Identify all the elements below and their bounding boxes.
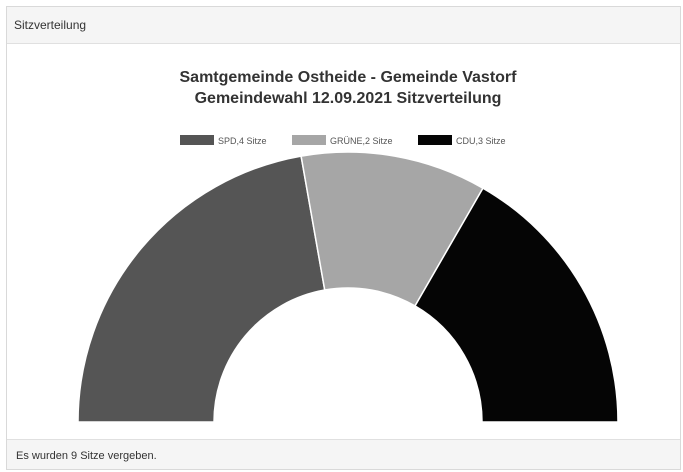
legend-swatch-1[interactable] [292, 135, 326, 145]
legend-label-0[interactable]: SPD,4 Sitze [218, 136, 267, 146]
chart-area: Samtgemeinde Ostheide - Gemeinde Vastorf… [7, 44, 680, 437]
seat-distribution-panel: Sitzverteilung Samtgemeinde Ostheide - G… [6, 6, 681, 470]
chart-title: Samtgemeinde Ostheide - Gemeinde Vastorf [180, 69, 518, 86]
legend-swatch-0[interactable] [180, 135, 214, 145]
panel-header: Sitzverteilung [7, 7, 680, 44]
panel-footer: Es wurden 9 Sitze vergeben. [7, 439, 680, 469]
chart-slices [77, 151, 619, 423]
chart-subtitle: Gemeindewahl 12.09.2021 Sitzverteilung [195, 90, 502, 107]
slice-0[interactable] [77, 155, 326, 423]
slice-2[interactable] [413, 187, 619, 423]
chart-legend: SPD,4 Sitze GRÜNE,2 Sitze CDU,3 Sitze [180, 135, 506, 146]
legend-label-1[interactable]: GRÜNE,2 Sitze [330, 136, 393, 146]
seat-distribution-chart: Samtgemeinde Ostheide - Gemeinde Vastorf… [77, 69, 619, 423]
legend-label-2[interactable]: CDU,3 Sitze [456, 136, 506, 146]
legend-swatch-2[interactable] [418, 135, 452, 145]
